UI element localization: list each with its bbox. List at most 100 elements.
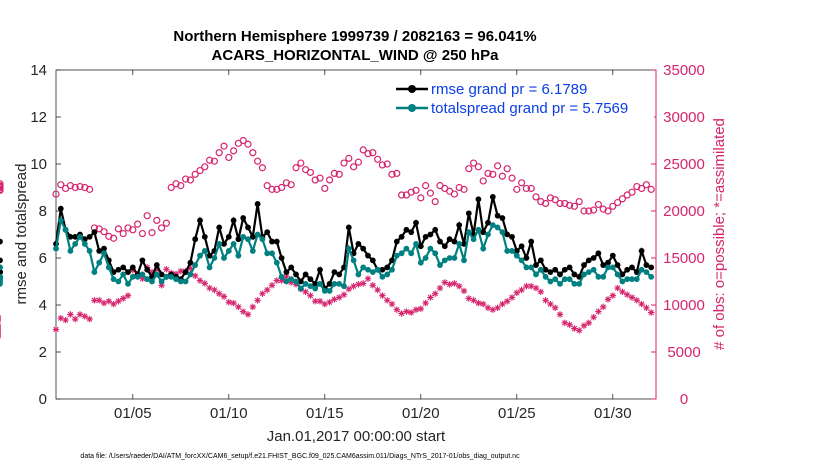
obs-assimilated-point bbox=[374, 286, 381, 294]
obs-assimilated-point bbox=[408, 309, 415, 316]
totalspread-point bbox=[153, 271, 160, 278]
rmse-point bbox=[509, 233, 515, 240]
totalspread-point bbox=[278, 273, 285, 280]
rmse-point bbox=[619, 271, 626, 278]
x-tick-label: 01/10 bbox=[210, 405, 248, 422]
totalspread-point bbox=[158, 278, 165, 285]
rmse-point bbox=[403, 226, 410, 233]
y-axis-label-right: # of obs: o=possible; *=assimilated bbox=[711, 118, 728, 350]
totalspread-point bbox=[648, 273, 655, 280]
obs-assimilated-point bbox=[561, 319, 568, 327]
rmse-point bbox=[557, 271, 563, 278]
obs-assimilated-point bbox=[566, 321, 573, 328]
obs-assimilated-point bbox=[643, 304, 650, 312]
rmse-point bbox=[489, 194, 496, 200]
obs-assimilated-point bbox=[240, 308, 247, 315]
obs-possible-point bbox=[369, 149, 377, 157]
rmse-point bbox=[609, 252, 616, 259]
totalspread-point bbox=[475, 226, 482, 233]
obs-assimilated-point bbox=[211, 286, 218, 294]
obs-possible-point bbox=[474, 163, 482, 171]
rmse-point bbox=[561, 266, 568, 273]
obs-assimilated-point bbox=[600, 303, 607, 311]
totalspread-point bbox=[293, 278, 299, 285]
obs-assimilated-point bbox=[52, 326, 60, 333]
legend: rmse grand pr = 6.1789 totalspread grand… bbox=[392, 76, 654, 120]
obs-assimilated-point bbox=[552, 304, 559, 312]
obs-assimilated-point bbox=[110, 300, 117, 308]
rmse-point bbox=[533, 262, 539, 268]
totalspread-point bbox=[633, 276, 640, 283]
obs-assimilated-point bbox=[585, 319, 592, 327]
obs-assimilated-point bbox=[259, 290, 266, 297]
obs-assimilated-point bbox=[451, 280, 458, 287]
totalspread-point bbox=[379, 273, 386, 280]
totalspread-point bbox=[542, 273, 549, 280]
rmse-point bbox=[0, 238, 3, 245]
obs-assimilated-point bbox=[619, 288, 626, 296]
rmse-point bbox=[101, 245, 107, 252]
chart-title: Northern Hemisphere 1999739 / 2082163 = … bbox=[173, 28, 536, 45]
obs-possible-point bbox=[177, 182, 185, 190]
obs-assimilated-point bbox=[364, 275, 372, 282]
obs-assimilated-point bbox=[609, 292, 616, 299]
totalspread-point bbox=[62, 226, 69, 233]
rmse-point bbox=[67, 233, 74, 240]
rmse-point bbox=[0, 269, 3, 275]
obs-possible-point bbox=[263, 182, 271, 190]
rmse-point bbox=[465, 210, 472, 217]
obs-assimilated-point bbox=[316, 298, 324, 305]
obs-assimilated-point bbox=[648, 309, 655, 316]
rmse-point bbox=[86, 233, 93, 240]
obs-assimilated-point bbox=[360, 280, 367, 287]
obs-assimilated-point bbox=[427, 294, 434, 301]
obs-possible-point bbox=[292, 164, 300, 172]
rmse-point bbox=[96, 248, 103, 254]
obs-assimilated-point bbox=[268, 282, 276, 289]
obs-possible-point bbox=[0, 183, 4, 192]
totalspread-point bbox=[461, 257, 467, 264]
obs-possible-point bbox=[306, 168, 314, 177]
rmse-point bbox=[139, 257, 146, 264]
obs-possible-point bbox=[249, 149, 257, 157]
obs-assimilated-point bbox=[115, 298, 122, 305]
obs-possible-point bbox=[220, 142, 228, 150]
obs-assimilated-point bbox=[201, 280, 208, 287]
rmse-point bbox=[312, 280, 319, 287]
totalspread-point bbox=[403, 245, 410, 252]
obs-possible-point bbox=[201, 163, 209, 171]
totalspread-point bbox=[638, 266, 645, 273]
obs-assimilated-point bbox=[398, 310, 405, 317]
obs-possible-point bbox=[527, 184, 535, 193]
obs-assimilated-point bbox=[484, 304, 492, 312]
obs-assimilated-point bbox=[192, 272, 199, 280]
obs-possible-point bbox=[354, 158, 362, 166]
totalspread-point bbox=[624, 276, 631, 283]
totalspread-point bbox=[230, 241, 237, 247]
rmse-point bbox=[345, 224, 352, 231]
totalspread-point bbox=[451, 255, 458, 261]
obs-assimilated-point bbox=[62, 316, 69, 324]
legend-marker-totalspread bbox=[408, 104, 416, 112]
obs-assimilated-point bbox=[249, 303, 256, 311]
obs-possible-point bbox=[508, 174, 516, 182]
obs-assimilated-point bbox=[580, 322, 588, 329]
obs-assimilated-point bbox=[412, 306, 420, 313]
rmse-point bbox=[225, 233, 232, 240]
totalspread-point bbox=[211, 255, 218, 261]
rmse-point bbox=[633, 269, 640, 275]
obs-assimilated-point bbox=[384, 297, 391, 304]
totalspread-point bbox=[398, 250, 405, 257]
rmse-point bbox=[518, 243, 525, 250]
totalspread-point bbox=[326, 288, 333, 294]
chart-subtitle: ACARS_HORIZONTAL_WIND @ 250 hPa bbox=[212, 47, 500, 64]
rmse-point bbox=[566, 264, 573, 271]
rmse-point bbox=[221, 241, 227, 247]
rmse-point bbox=[360, 245, 367, 252]
totalspread-point bbox=[221, 255, 227, 261]
rmse-point bbox=[499, 215, 506, 221]
obs-assimilated-point bbox=[504, 298, 511, 305]
rmse-point bbox=[288, 264, 295, 271]
obs-possible-point bbox=[148, 229, 156, 237]
obs-assimilated-point bbox=[369, 282, 376, 289]
